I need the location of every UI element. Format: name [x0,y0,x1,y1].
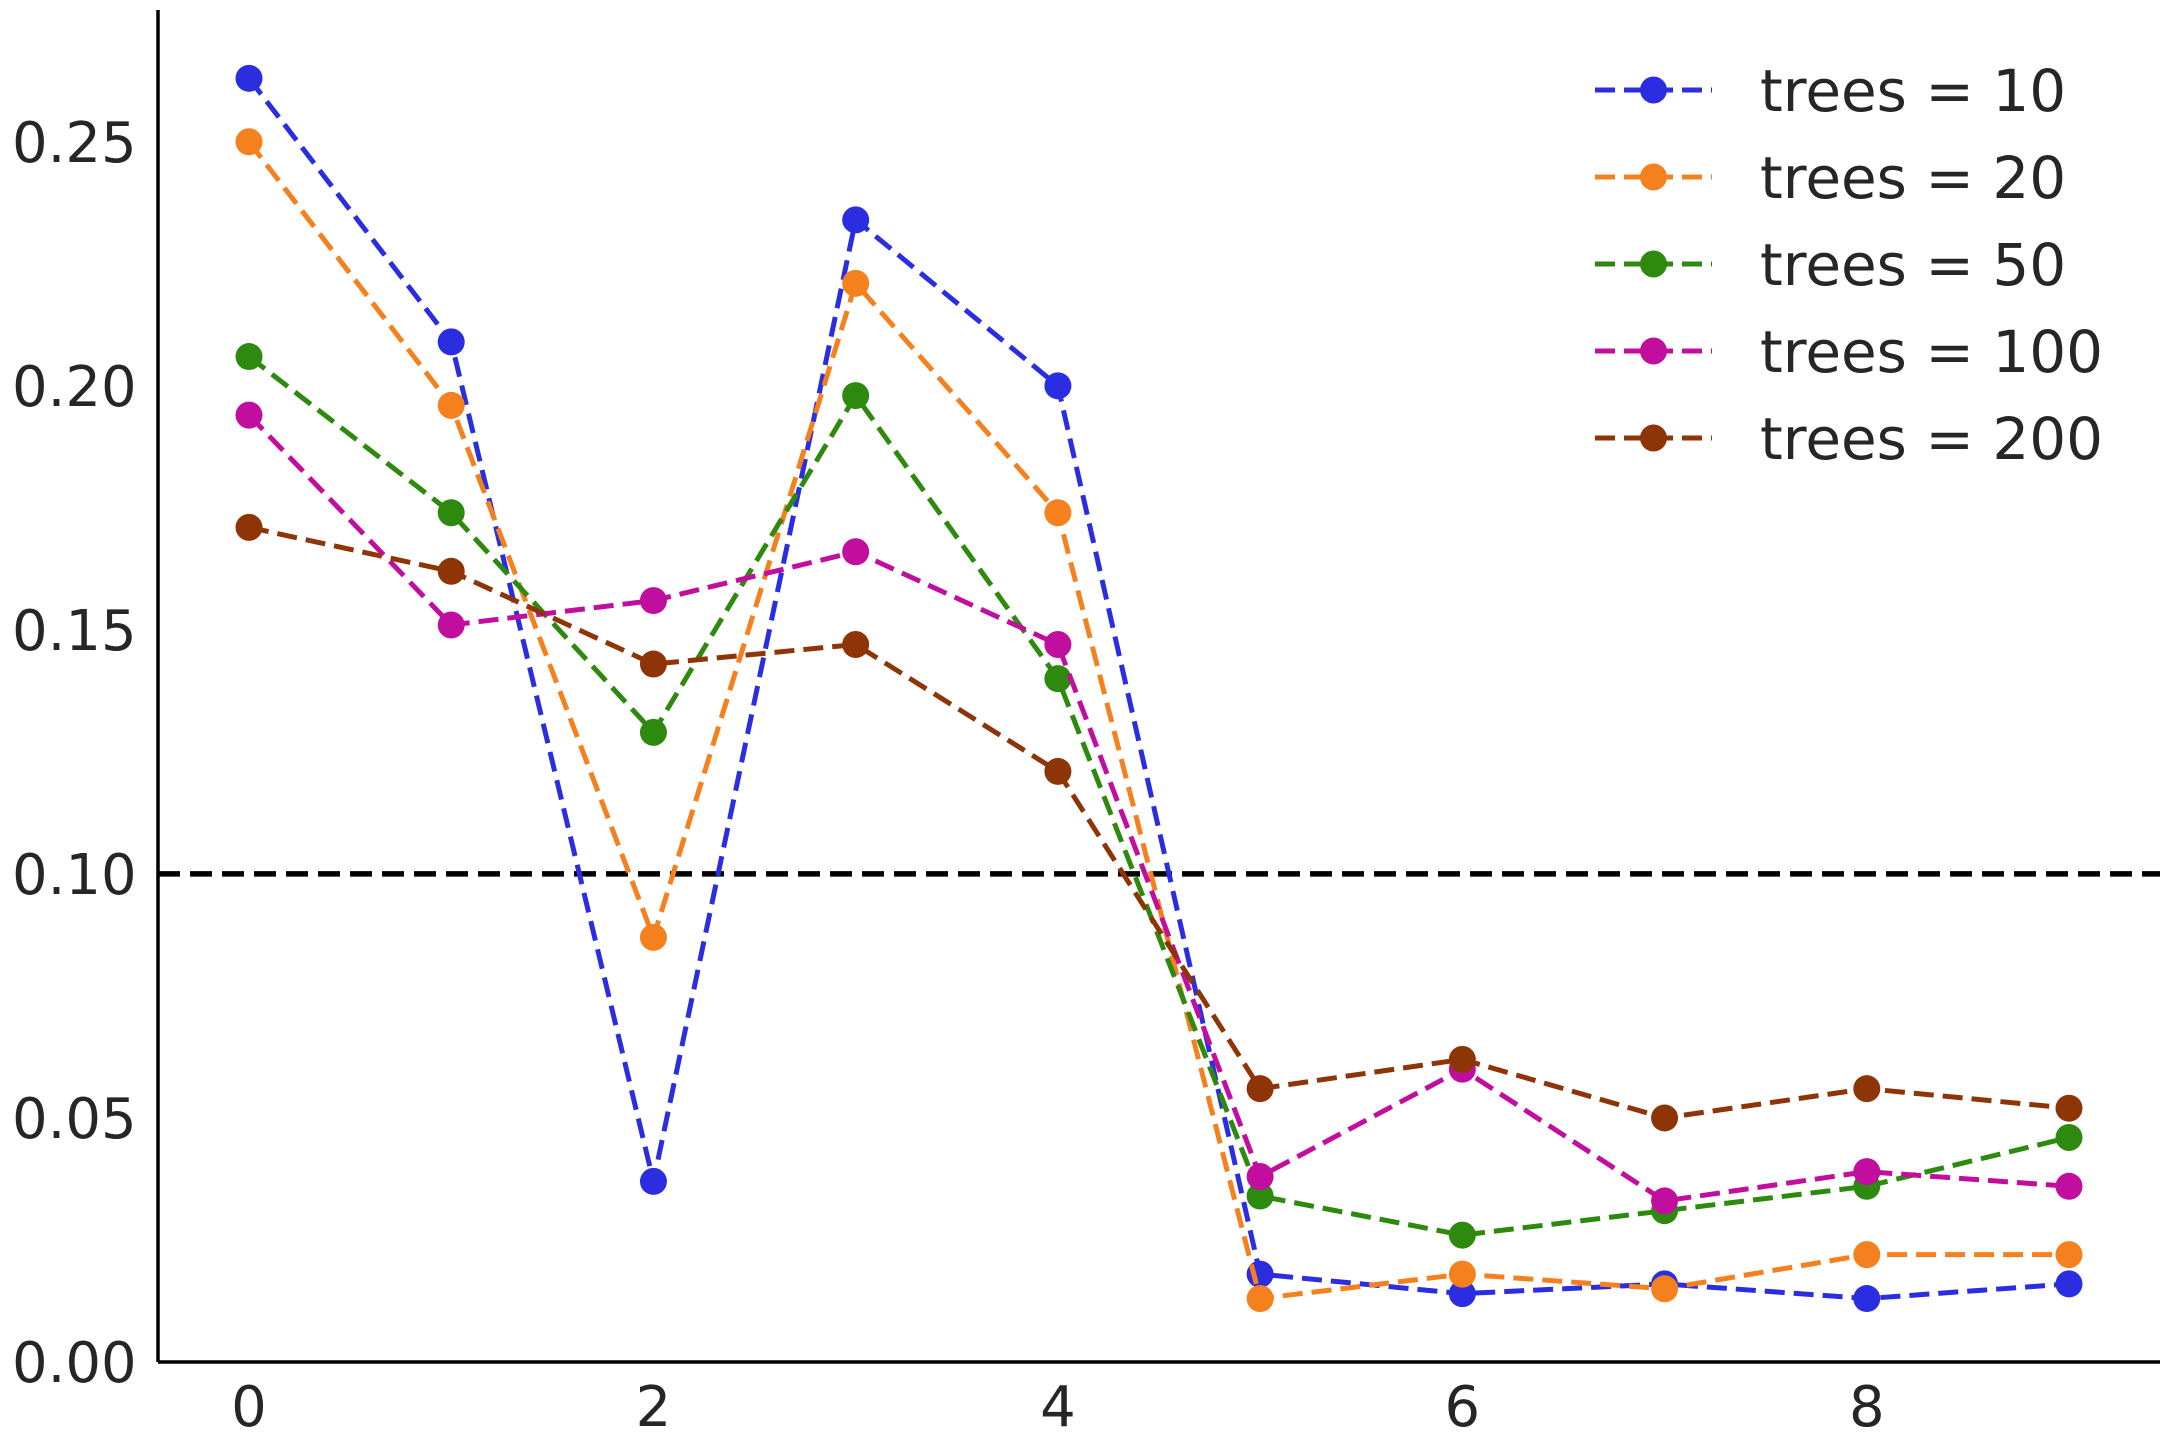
data-point [437,391,465,419]
data-point [235,343,263,371]
data-point [1246,1182,1274,1210]
data-point [1651,1187,1679,1215]
legend-marker [1640,250,1667,278]
data-point [1853,1075,1881,1103]
data-point [2055,1241,2083,1269]
data-point [1651,1104,1679,1132]
data-point [2055,1172,2083,1200]
legend-label: trees = 20 [1760,144,2066,212]
data-point [842,269,870,297]
axes-layer [156,10,2160,1364]
series-line [248,524,2070,1121]
data-point [2055,1270,2083,1298]
data-point [842,382,870,410]
data-point [1448,1280,1476,1308]
ticks-layer: 0 2 4 6 8 0.00 0.05 0.10 0.15 0.20 0.25 [12,111,1885,1440]
data-point [842,206,870,234]
data-point [437,328,465,356]
data-point [1246,1075,1274,1103]
legend-label: trees = 200 [1760,405,2103,473]
data-point [1651,1275,1679,1303]
data-point [2055,1123,2083,1151]
y-tick-label: 0.25 [12,111,137,176]
data-point [1448,1221,1476,1249]
legend-marker [1640,76,1667,104]
data-point [437,611,465,639]
y-tick-label: 0.20 [12,355,137,420]
data-point [1044,757,1072,785]
legend-item: trees = 200 [1595,405,2103,473]
data-point [639,650,667,678]
series-line [247,413,2070,1204]
data-point [1044,631,1072,659]
data-point [437,499,465,527]
data-point [1448,1045,1476,1073]
data-point [639,718,667,746]
data-point [1044,499,1072,527]
data-point [1044,372,1072,400]
legend-item: trees = 100 [1595,318,2103,386]
data-point [1853,1158,1881,1186]
data-point [1246,1285,1274,1313]
data-point [639,587,667,615]
data-point [1044,665,1072,693]
x-tick-label: 0 [231,1375,267,1440]
data-point [1853,1285,1881,1313]
data-point [235,513,263,541]
legend-item: trees = 50 [1595,231,2066,299]
legend-marker [1640,337,1667,365]
data-point [639,923,667,951]
data-point [1448,1260,1476,1288]
legend-label: trees = 10 [1760,57,2066,125]
x-tick-label: 6 [1445,1375,1481,1440]
series-line [247,76,2070,1302]
legend-marker [1640,163,1667,191]
x-tick-label: 4 [1040,1375,1076,1440]
legend-item: trees = 10 [1595,57,2066,125]
y-tick-label: 0.15 [12,599,137,664]
legend-label: trees = 100 [1760,318,2103,386]
data-point [235,64,263,92]
series-5 [235,513,2083,1132]
legend-item: trees = 20 [1595,144,2066,212]
legend-marker [1640,424,1667,452]
y-tick-label: 0.10 [12,843,137,908]
series-line [247,354,2070,1238]
series-layer [235,64,2083,1313]
data-point [235,401,263,429]
y-tick-label: 0.00 [12,1331,137,1396]
x-tick-label: 8 [1849,1375,1885,1440]
data-point [842,631,870,659]
x-tick-label: 2 [636,1375,672,1440]
legend-label: trees = 50 [1760,231,2066,299]
data-point [437,557,465,585]
data-point [1853,1241,1881,1269]
data-point [1246,1163,1274,1191]
data-point [2055,1094,2083,1122]
data-point [842,538,870,566]
legend: trees = 10 trees = 20 trees = 50 trees = 10… [1595,57,2103,473]
data-point [235,128,263,156]
y-tick-label: 0.05 [12,1087,137,1152]
data-point [639,1167,667,1195]
